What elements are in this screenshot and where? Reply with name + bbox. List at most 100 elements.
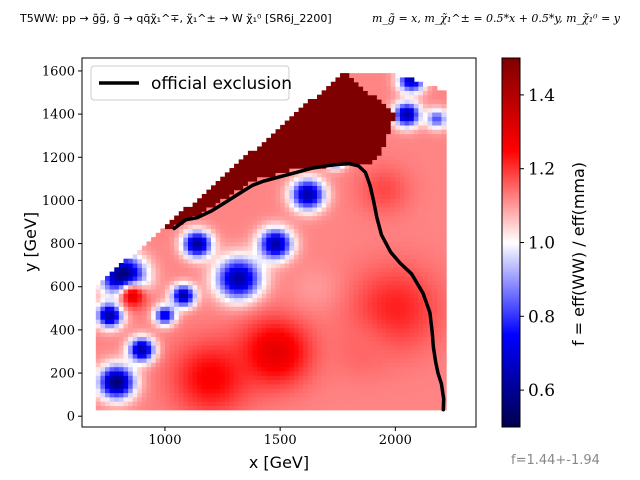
heatmap-cell (330, 379, 337, 385)
heatmap-cell (340, 396, 346, 402)
heatmap-cell (220, 250, 226, 255)
heatmap-cell (436, 176, 443, 182)
heatmap-cell (404, 275, 410, 281)
heatmap-cell (132, 271, 138, 277)
heatmap-cell (284, 215, 290, 221)
heatmap-cell (413, 99, 419, 104)
heatmap-cell (280, 163, 286, 169)
heatmap-cell (238, 176, 244, 182)
heatmap-cell (307, 375, 314, 381)
heatmap-cell (183, 310, 189, 316)
heatmap-cell (146, 258, 152, 264)
heatmap-cell (289, 310, 295, 316)
heatmap-cell (367, 124, 373, 130)
heatmap-cell (118, 263, 125, 268)
heatmap-cell (238, 232, 244, 238)
heatmap-cell (399, 314, 406, 320)
heatmap-cell (280, 340, 286, 346)
heatmap-cell (151, 275, 157, 281)
heatmap-cell (395, 163, 401, 169)
heatmap-cell (289, 124, 295, 130)
heatmap-cell (105, 392, 111, 398)
heatmap-cell (284, 336, 290, 342)
heatmap-cell (404, 181, 410, 186)
heatmap-cell (211, 379, 217, 385)
heatmap-cell (211, 228, 217, 234)
heatmap-cell (372, 366, 378, 372)
heatmap-cell (381, 362, 387, 368)
heatmap-cell (146, 288, 152, 294)
heatmap-cell (330, 267, 337, 273)
heatmap-cell (330, 392, 337, 398)
heatmap-cell (234, 172, 240, 178)
heatmap-cell (335, 396, 341, 402)
heatmap-cell (390, 293, 396, 299)
heatmap-cell (206, 241, 212, 247)
heatmap-cell (238, 280, 244, 286)
heatmap-cell (229, 250, 235, 255)
heatmap-cell (146, 392, 152, 398)
heatmap-cell (243, 250, 249, 255)
heatmap-cell (349, 327, 355, 333)
heatmap-cell (280, 202, 286, 208)
heatmap-cell (197, 370, 203, 376)
heatmap-cell (206, 379, 212, 385)
heatmap-cell (409, 297, 415, 303)
heatmap-cell (109, 366, 115, 372)
heatmap-cell (363, 163, 369, 169)
heatmap-cell (436, 224, 443, 230)
heatmap-cell (215, 301, 221, 307)
heatmap-cell (335, 81, 341, 87)
heatmap-cell (289, 189, 295, 195)
heatmap-cell (358, 271, 364, 277)
heatmap-cell (432, 137, 438, 143)
heatmap-cell (367, 133, 373, 139)
heatmap-cell (395, 370, 401, 376)
heatmap-cell (234, 258, 240, 264)
heatmap-cell (399, 215, 406, 221)
heatmap-cell (298, 176, 304, 182)
heatmap-cell (192, 388, 198, 394)
heatmap-cell (303, 357, 309, 363)
heatmap-cell (413, 396, 419, 402)
heatmap-cell (206, 271, 212, 277)
heatmap-cell (174, 362, 180, 368)
heatmap-cell (289, 323, 295, 329)
heatmap-cell (197, 314, 203, 320)
heatmap-cell (349, 215, 355, 221)
heatmap-cell (238, 211, 244, 217)
heatmap-cell (381, 219, 387, 225)
heatmap-cell (395, 366, 401, 372)
heatmap-cell (247, 345, 254, 350)
heatmap-cell (367, 332, 373, 337)
heatmap-cell (270, 301, 277, 307)
heatmap-cell (238, 401, 244, 407)
heatmap-cell (312, 271, 318, 277)
heatmap-cell (441, 336, 447, 342)
heatmap-cell (100, 306, 106, 312)
heatmap-cell (409, 258, 415, 264)
heatmap-cell (257, 254, 263, 260)
heatmap-cell (317, 155, 323, 161)
heatmap-cell (367, 241, 373, 247)
heatmap-cell (197, 357, 203, 363)
heatmap-cell (432, 323, 438, 329)
heatmap-cell (215, 401, 221, 407)
heatmap-cell (289, 155, 295, 161)
heatmap-cell (353, 392, 360, 398)
heatmap-cell (441, 327, 447, 333)
heatmap-cell (266, 211, 272, 217)
heatmap-cell (183, 228, 189, 234)
heatmap-cell (344, 392, 350, 398)
heatmap-cell (118, 340, 125, 346)
heatmap-cell (252, 319, 258, 325)
heatmap-cell (441, 111, 447, 117)
heatmap-cell (317, 327, 323, 333)
heatmap-cell (432, 86, 438, 91)
heatmap-cell (432, 258, 438, 264)
heatmap-cell (234, 280, 240, 286)
heatmap-cell (326, 176, 332, 182)
heatmap-cell (321, 336, 327, 342)
heatmap-cell (187, 383, 194, 389)
heatmap-cell (146, 319, 152, 325)
